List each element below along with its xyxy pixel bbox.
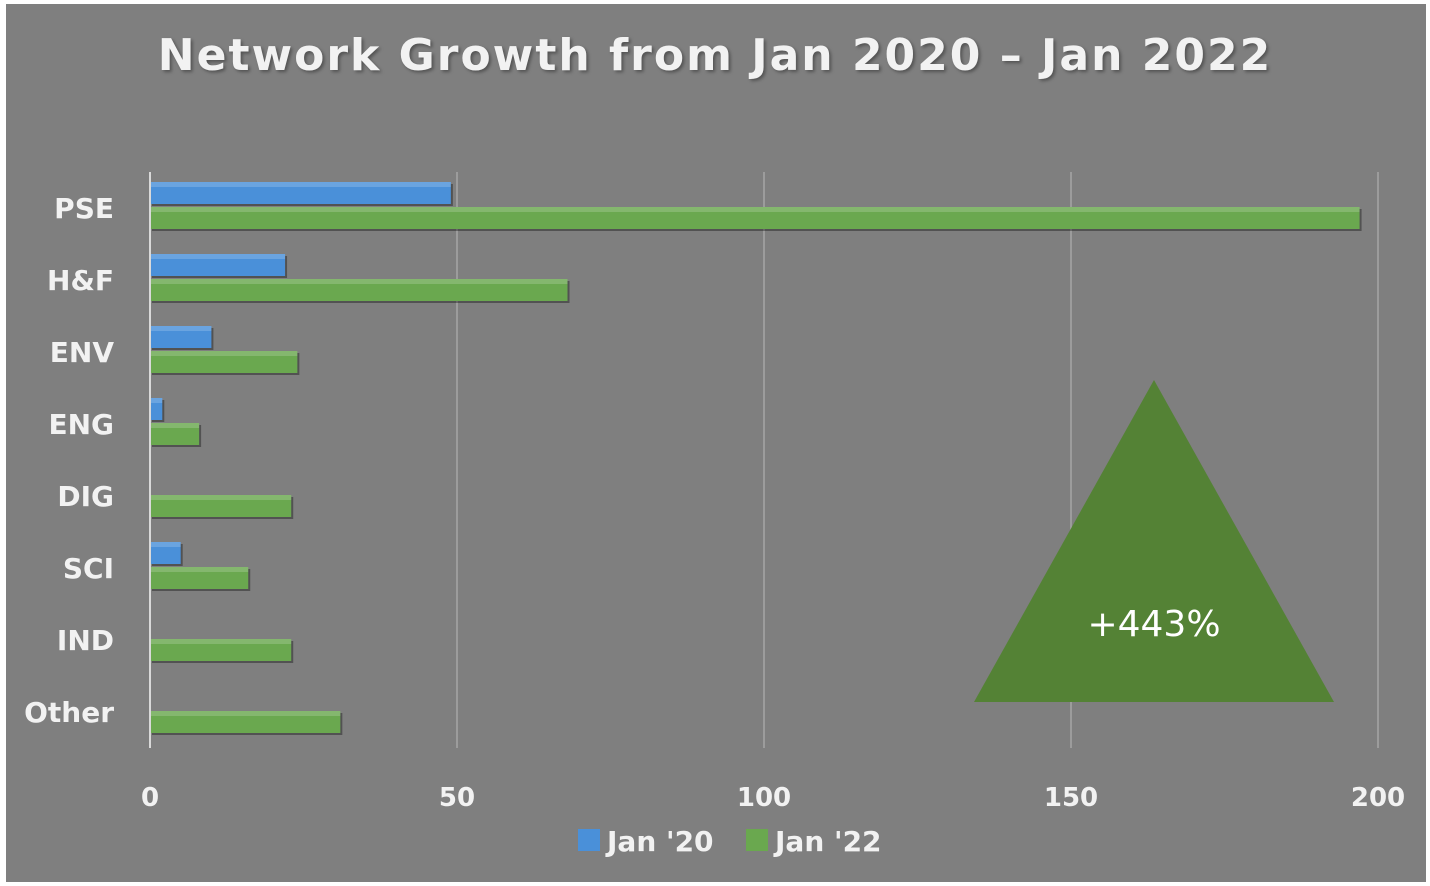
bar-jan20 <box>150 542 181 564</box>
x-tick-label: 150 <box>1044 783 1098 813</box>
growth-annotation: +443% <box>974 380 1334 702</box>
bar-highlight <box>150 542 181 547</box>
bar-jan22 <box>150 639 292 661</box>
bar-jan22 <box>150 351 298 373</box>
category-label: ENG <box>48 408 114 441</box>
bar-jan22 <box>150 423 200 445</box>
bar-highlight <box>150 423 200 428</box>
x-tick-label: 100 <box>737 783 791 813</box>
x-axis-tick-labels: 0 50 100 150 200 <box>141 783 1405 813</box>
chart-background <box>6 4 1426 882</box>
bar-jan22 <box>150 567 249 589</box>
bar-highlight <box>150 326 212 331</box>
bar-jan20 <box>150 182 451 204</box>
category-labels: PSE H&F ENV ENG DIG SCI IND Other <box>24 192 114 729</box>
bar-highlight <box>150 639 292 644</box>
legend-label: Jan '20 <box>605 825 714 858</box>
bar-highlight <box>150 279 568 284</box>
x-tick-label: 0 <box>141 783 159 813</box>
bar-highlight <box>150 711 341 716</box>
bar-jan20 <box>150 254 286 276</box>
bar-series <box>150 182 1362 735</box>
category-label: SCI <box>63 552 114 585</box>
category-label: PSE <box>54 192 114 225</box>
category-label: H&F <box>47 264 114 297</box>
bar-jan22 <box>150 495 292 517</box>
category-label: Other <box>24 696 114 729</box>
bar-highlight <box>150 207 1360 212</box>
category-label: ENV <box>50 336 115 369</box>
legend-label: Jan '22 <box>773 825 882 858</box>
bar-jan22 <box>150 279 568 301</box>
bar-highlight <box>150 254 286 259</box>
bar-highlight <box>150 351 298 356</box>
bar-jan22 <box>150 711 341 733</box>
bar-highlight <box>150 495 292 500</box>
category-label: DIG <box>57 480 114 513</box>
bar-highlight <box>150 182 451 187</box>
x-tick-label: 200 <box>1351 783 1405 813</box>
bar-jan20 <box>150 326 212 348</box>
chart-title: Network Growth from Jan 2020 – Jan 2022 <box>157 30 1273 81</box>
legend-swatch <box>578 829 600 851</box>
bar-highlight <box>150 567 249 572</box>
bar-jan22 <box>150 207 1360 229</box>
legend-swatch <box>746 829 768 851</box>
category-label: IND <box>57 624 114 657</box>
legend: Jan '20 Jan '22 <box>578 825 882 858</box>
bar-highlight <box>150 398 163 403</box>
growth-triangle <box>974 380 1334 702</box>
growth-percent-label: +443% <box>1087 604 1220 645</box>
bar-jan20 <box>150 398 163 420</box>
x-tick-label: 50 <box>439 783 475 813</box>
